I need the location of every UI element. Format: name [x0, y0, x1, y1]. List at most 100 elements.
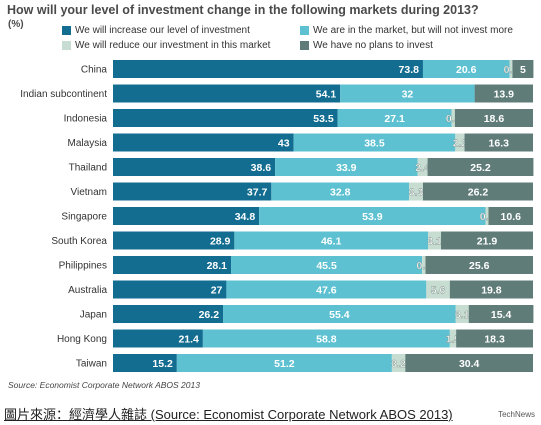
category-label-south-korea: South Korea [51, 236, 107, 247]
bar-segment-malaysia-s1 [293, 133, 456, 152]
bar-segment-taiwan-s2 [391, 354, 406, 372]
bar-segment-china-s3 [512, 60, 534, 78]
data-label-south-korea-s0: 28.9 [210, 236, 231, 248]
legend-swatch-no-plans [300, 41, 309, 50]
data-label-singapore-s0: 34.8 [235, 211, 256, 223]
data-label-malaysia-s2: 2.2 [453, 138, 468, 150]
data-label-thailand-s1: 33.9 [336, 162, 357, 174]
bar-segment-vietnam-s2 [409, 182, 423, 201]
category-label-indonesia: Indonesia [64, 114, 108, 125]
bar-segment-taiwan-s3 [405, 354, 533, 372]
legend-label-no-more: We are in the market, but will not inves… [313, 25, 513, 36]
data-label-taiwan-s3: 30.4 [459, 358, 480, 370]
bar-segment-philippines-s3 [425, 256, 533, 274]
data-label-australia-s2: 5.6 [431, 285, 446, 297]
data-label-malaysia-s3: 16.3 [489, 138, 510, 150]
bar-segment-australia-s1 [226, 280, 427, 299]
data-label-indonesia-s3: 18.6 [484, 113, 505, 125]
bar-segment-indonesia-s3 [454, 109, 533, 127]
data-label-philippines-s1: 45.5 [316, 260, 337, 272]
bar-segment-singapore-s1 [259, 207, 486, 225]
category-label-malaysia: Malaysia [68, 138, 108, 149]
data-label-japan-s0: 26.2 [199, 309, 220, 321]
data-label-australia-s3: 19.8 [481, 285, 502, 297]
data-label-thailand-s3: 25.2 [470, 162, 491, 174]
category-label-vietnam: Vietnam [70, 187, 107, 198]
data-label-indonesia-s1: 27.1 [384, 113, 405, 125]
data-label-china-s3: 5 [520, 64, 526, 76]
data-label-singapore-s3: 10.6 [501, 211, 522, 223]
watermark: TechNews [496, 410, 537, 419]
data-label-japan-s3: 15.4 [491, 309, 512, 321]
bar-segment-thailand-s3 [427, 158, 534, 176]
category-label-taiwan: Taiwan [76, 359, 107, 370]
bar-segment-indonesia-s0 [113, 109, 338, 127]
bar-segment-thailand-s0 [113, 158, 276, 176]
bar-segment-indian-subcontinent-s1 [340, 84, 475, 103]
data-label-philippines-s0: 28.1 [207, 260, 228, 272]
bar-segment-hong-kong-s2 [449, 329, 457, 348]
category-label-china: China [81, 65, 108, 76]
bar-segment-philippines-s0 [113, 256, 232, 274]
data-label-hong-kong-s0: 21.4 [178, 334, 199, 346]
legend-label-no-plans: We have no plans to invest [313, 40, 433, 51]
bar-segment-hong-kong-s1 [202, 329, 450, 348]
legend-item-reduce: We will reduce our investment in this ma… [62, 40, 270, 51]
data-label-malaysia-s1: 38.5 [364, 138, 385, 150]
data-label-singapore-s1: 53.9 [362, 211, 383, 223]
data-label-australia-s0: 27 [211, 285, 223, 297]
legend-swatch-increase [62, 26, 71, 35]
data-label-indian-subcontinent-s3: 13.9 [494, 89, 515, 101]
legend-swatch-reduce [62, 41, 71, 50]
bar-segment-indonesia-s1 [337, 109, 452, 127]
unit-label: (%) [8, 19, 24, 30]
bar-segment-japan-s0 [113, 305, 224, 323]
data-label-vietnam-s1: 32.8 [330, 187, 351, 199]
data-label-taiwan-s0: 15.2 [152, 358, 173, 370]
data-label-taiwan-s1: 51.2 [274, 358, 295, 370]
bar-segment-philippines-s2 [422, 256, 426, 274]
bar-segment-china-s2 [509, 60, 513, 78]
category-label-singapore: Singapore [61, 212, 107, 223]
legend-item-increase: We will increase our level of investment [62, 25, 250, 36]
bar-segment-vietnam-s3 [422, 182, 533, 201]
bar-segment-taiwan-s0 [113, 354, 177, 372]
bar-segment-china-s1 [422, 60, 510, 78]
bar-segment-indonesia-s2 [451, 109, 455, 127]
bar-segment-australia-s2 [426, 280, 450, 299]
bar-segment-china-s0 [113, 60, 423, 78]
bar-segment-malaysia-s3 [464, 133, 533, 152]
bar-segment-hong-kong-s3 [456, 329, 533, 348]
data-label-south-korea-s3: 21.9 [477, 236, 498, 248]
image-caption: 圖片來源：經濟學人雜誌 (Source: Economist Corporate… [4, 407, 453, 422]
data-label-malaysia-s0: 43 [278, 138, 290, 150]
data-label-taiwan-s2: 3.2 [391, 358, 406, 370]
legend-item-no-more: We are in the market, but will not inves… [300, 25, 513, 36]
bar-segment-singapore-s0 [113, 207, 260, 225]
bar-segment-vietnam-s0 [113, 182, 272, 201]
chart-title: How will your level of investment change… [7, 3, 479, 17]
category-label-japan: Japan [80, 310, 107, 321]
bar-segment-indian-subcontinent-s3 [474, 84, 533, 103]
legend-item-no-plans: We have no plans to invest [300, 40, 433, 51]
data-label-japan-s2: 3.1 [455, 309, 470, 321]
bar-segment-philippines-s1 [231, 256, 423, 274]
bar-segment-south-korea-s2 [428, 231, 442, 250]
data-label-hong-kong-s1: 58.8 [316, 334, 337, 346]
data-label-philippines-s3: 25.6 [469, 260, 490, 272]
bar-segment-malaysia-s0 [113, 133, 294, 152]
data-label-indian-subcontinent-s0: 54.1 [316, 89, 337, 101]
source-note: Source: Economist Corporate Network ABOS… [8, 380, 200, 390]
bar-segment-south-korea-s0 [113, 231, 235, 250]
data-label-australia-s1: 47.6 [316, 285, 337, 297]
data-label-south-korea-s2: 3.1 [427, 236, 442, 248]
data-label-vietnam-s3: 26.2 [468, 187, 489, 199]
bar-segment-japan-s1 [223, 305, 456, 323]
data-label-vietnam-s2: 3.3 [409, 187, 424, 199]
bar-segment-japan-s3 [468, 305, 534, 323]
bar-segment-australia-s0 [113, 280, 227, 299]
bar-segment-japan-s2 [455, 305, 469, 323]
bar-segment-vietnam-s1 [271, 182, 410, 201]
legend-label-increase: We will increase our level of investment [75, 25, 250, 36]
